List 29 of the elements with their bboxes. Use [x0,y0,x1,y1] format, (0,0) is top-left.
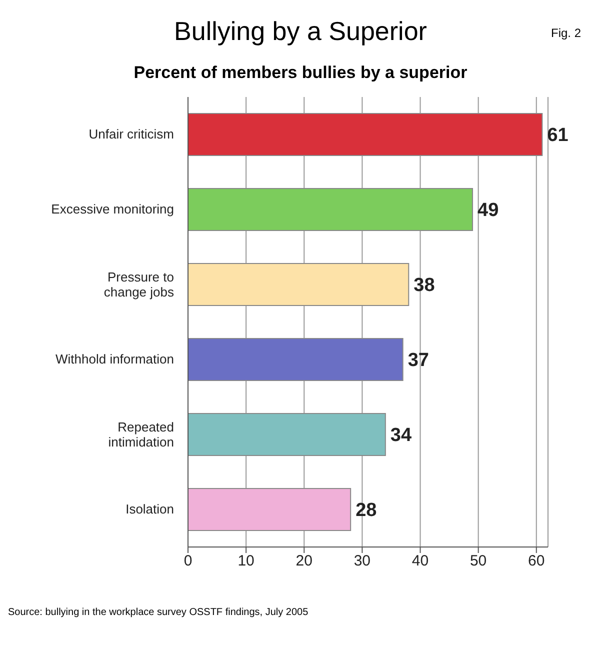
source-note: Source: bullying in the workplace survey OSSTF findings, July 2005 [8,607,310,618]
x-tick-label: 40 [412,552,429,570]
x-tick-label: 50 [470,552,487,570]
y-tick-label: Unfair criticism [88,126,174,142]
data-label: 49 [478,200,499,222]
x-tick-label: 10 [238,552,254,570]
bar [188,113,543,156]
caption: Fig. 2 [550,26,581,40]
bar [188,338,404,381]
x-tick-label: 30 [354,552,371,570]
y-tick-label: Isolation [126,502,174,516]
data-label: 34 [390,425,412,446]
bar [188,188,474,231]
y-tick-label: Withhold information [56,352,174,366]
data-label: 28 [356,500,377,522]
y-tick-label: Excessive monitoring [51,202,174,216]
x-tick-label: 60 [528,552,545,570]
x-tick-label: 20 [296,552,312,570]
chart-title: Bullying by a Superior [174,16,427,46]
data-label: 61 [547,125,569,146]
data-label: 38 [414,275,435,296]
bar [188,413,386,456]
x-tick-label: 0 [184,552,192,570]
y-tick-label: Pressure to change jobs [104,270,174,300]
data-label: 37 [408,350,429,372]
bar [188,488,352,531]
bar [188,263,410,306]
y-tick-label: Repeated intimidation [108,420,174,450]
chart-subtitle: Percent of members bullies by a superior [132,63,468,83]
